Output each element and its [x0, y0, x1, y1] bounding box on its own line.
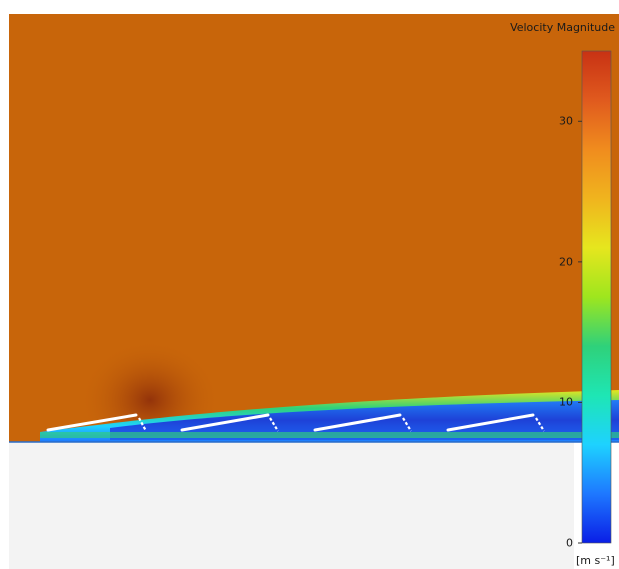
colorbar-ticks	[578, 120, 582, 544]
solar-panel	[46, 413, 138, 432]
panel-rows	[46, 413, 545, 432]
colorbar-tick-label: 30	[559, 114, 573, 128]
solar-panel	[446, 413, 535, 432]
ground-shear-strip	[40, 432, 619, 438]
legend-title: Velocity Magnitude	[510, 21, 615, 34]
colorbar-tick-label: 0	[566, 536, 573, 550]
colorbar-tick-label: 20	[559, 255, 573, 269]
panel-support-strut	[535, 417, 545, 432]
colorbar	[581, 50, 612, 544]
solar-panel	[313, 413, 402, 432]
colorbar-tick-label: 10	[559, 395, 573, 409]
panel-support-strut	[269, 417, 279, 432]
solar-panel	[180, 413, 270, 432]
panel-support-strut	[402, 417, 412, 432]
legend-unit: [m s⁻¹]	[576, 554, 615, 567]
ground-region	[9, 442, 574, 569]
panel-support-strut	[138, 417, 147, 432]
